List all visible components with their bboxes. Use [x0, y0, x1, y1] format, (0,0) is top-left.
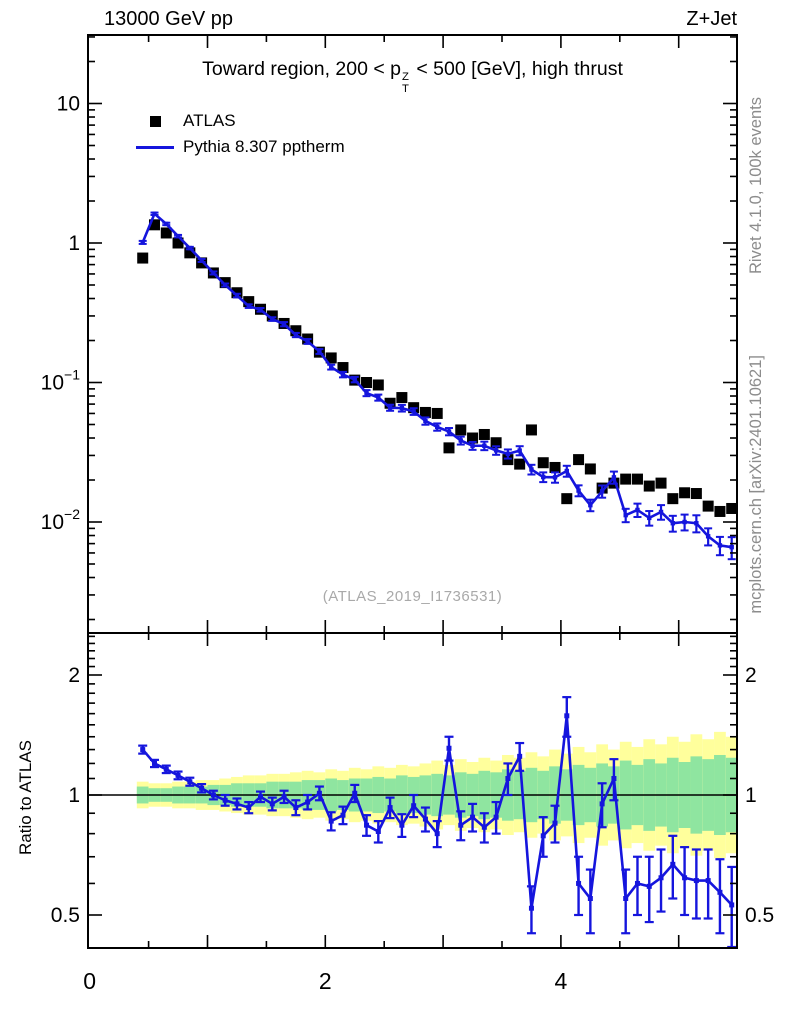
process-label: Z+Jet — [686, 8, 737, 30]
ratio-axis-label: Ratio to ATLAS — [16, 739, 35, 855]
beam-energy-label: 13000 GeV pp — [104, 8, 233, 30]
legend-item-atlas: ATLAS — [135, 108, 345, 134]
svg-text:10−2: 10−2 — [41, 506, 81, 534]
svg-text:0: 0 — [83, 968, 96, 994]
svg-text:1: 1 — [68, 784, 80, 807]
pt-superscript: Z — [402, 71, 409, 84]
legend-label-pythia: Pythia 8.307 pptherm — [183, 137, 345, 156]
atlas-square-marker-icon — [149, 115, 161, 127]
svg-text:2: 2 — [745, 664, 757, 687]
svg-text:0.5: 0.5 — [745, 904, 774, 927]
legend-label-atlas: ATLAS — [183, 111, 236, 130]
svg-text:1: 1 — [68, 232, 80, 255]
plot-title-prefix: Toward region, 200 < p — [202, 58, 402, 80]
pythia-line-marker-icon — [136, 145, 174, 149]
svg-text:4: 4 — [555, 968, 568, 994]
svg-text:2: 2 — [68, 664, 80, 687]
legend-item-pythia: Pythia 8.307 pptherm — [135, 134, 345, 160]
svg-text:2: 2 — [319, 968, 332, 994]
svg-text:1: 1 — [745, 784, 757, 807]
svg-text:0.5: 0.5 — [51, 904, 80, 927]
legend: ATLAS Pythia 8.307 pptherm — [135, 108, 345, 160]
svg-text:10: 10 — [57, 93, 80, 116]
mcplots-arxiv-note: mcplots.cern.ch [arXiv:2401.10621] — [747, 355, 765, 614]
rivet-version-note: Rivet 4.1.0, 100k events — [747, 97, 765, 275]
svg-text:10−1: 10−1 — [41, 367, 81, 395]
pt-subscript: T — [402, 82, 409, 95]
analysis-id-watermark: (ATLAS_2019_I1736531) — [322, 588, 503, 605]
plot-title-suffix: < 500 [GeV], high thrust — [410, 58, 623, 80]
